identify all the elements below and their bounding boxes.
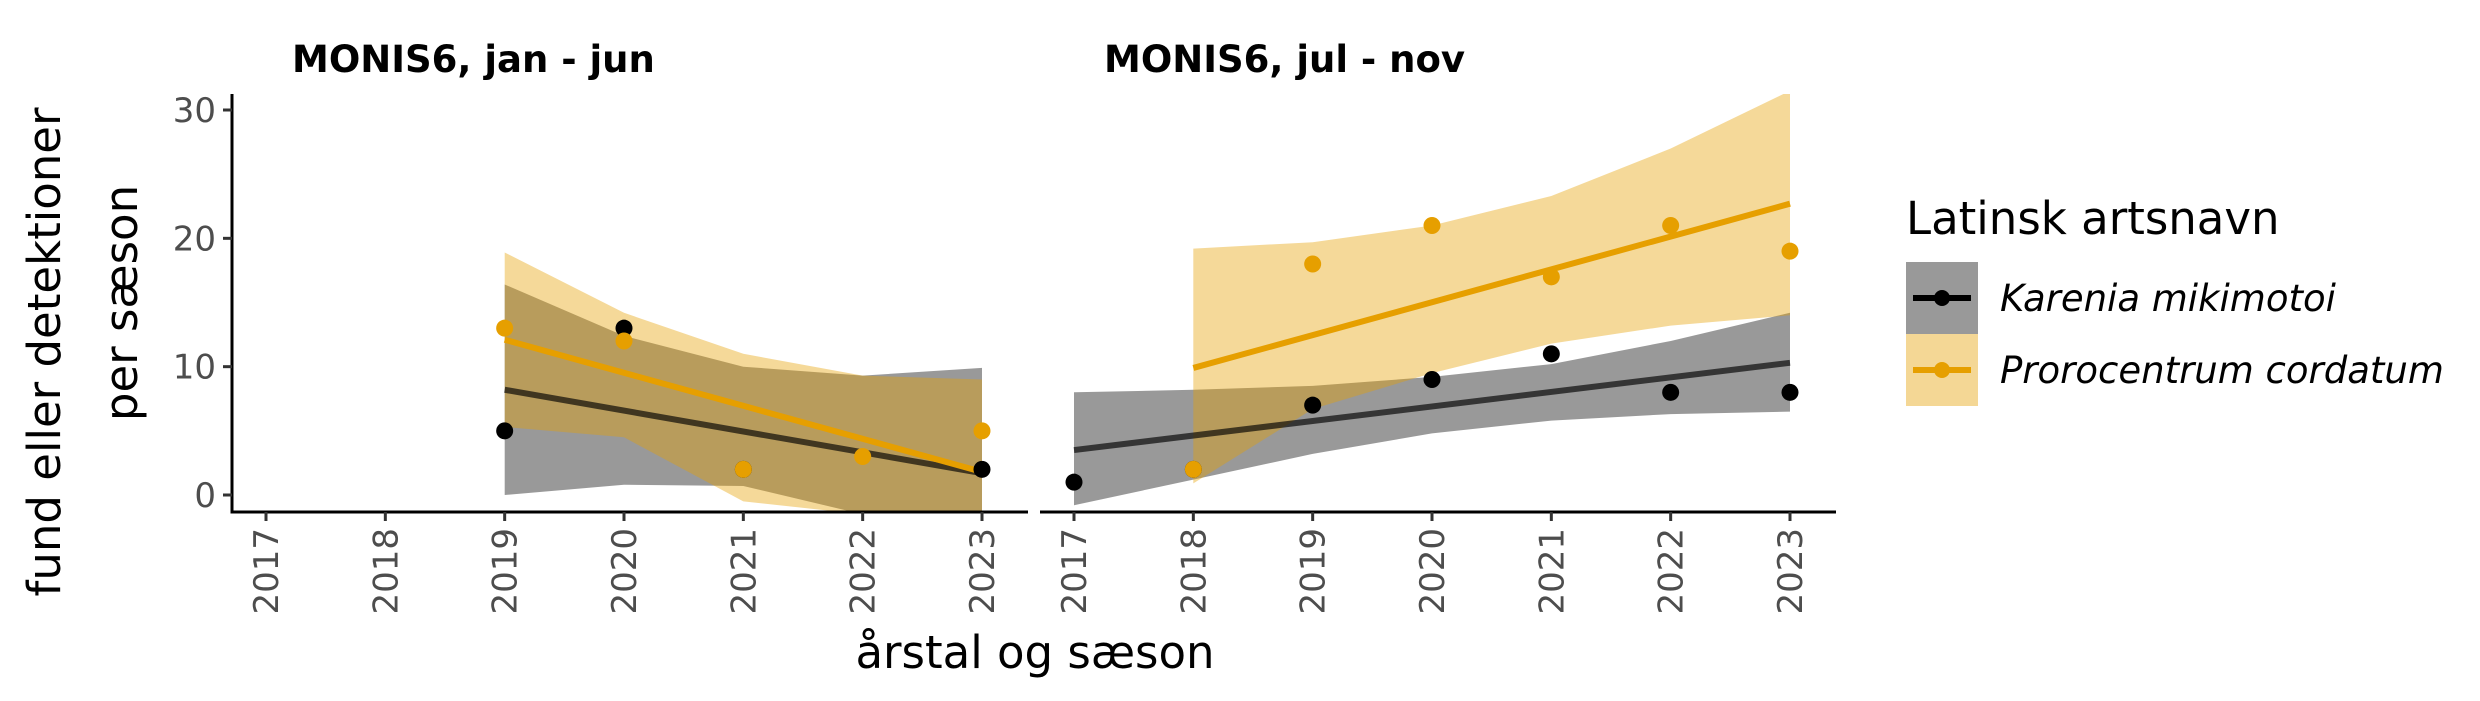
y-axis-title-line1: fund eller detektioner [18, 107, 71, 596]
legend-item-karenia: Karenia mikimotoi [1906, 262, 2337, 334]
data-point-prorocentrum-2023 [1781, 242, 1799, 260]
data-point-prorocentrum-2020 [615, 332, 633, 350]
panel-title-1: MONIS6, jan - jun [292, 38, 655, 81]
y-tick-label: 0 [194, 476, 216, 516]
data-point-karenia-2020 [615, 319, 633, 337]
x-tick-label: 2017 [1055, 528, 1095, 615]
x-tick-label: 2018 [1174, 528, 1214, 615]
x-tick-label: 2017 [247, 528, 287, 615]
x-tick-label: 2023 [963, 528, 1003, 615]
panel-1-plot [496, 252, 991, 512]
x-tick-label: 2019 [486, 528, 526, 615]
data-point-prorocentrum-2019 [1304, 255, 1322, 273]
data-point-karenia-2020 [1423, 371, 1441, 388]
data-point-prorocentrum-2021 [734, 460, 752, 478]
data-point-prorocentrum-2018 [1184, 460, 1202, 478]
y-tick-label: 30 [173, 91, 216, 131]
data-point-prorocentrum-2021 [1542, 268, 1560, 286]
legend-item-prorocentrum: Prorocentrum cordatum [1906, 334, 2444, 406]
x-tick-label: 2021 [724, 528, 764, 615]
y-axis-ticks: 0 10 20 30 [173, 91, 232, 516]
y-axis-title-line2: per sæson [95, 185, 148, 421]
trend-line-prorocentrum-panel1 [503, 336, 983, 475]
data-point-prorocentrum-2019 [496, 319, 514, 337]
data-point-karenia-2021 [1542, 345, 1560, 363]
x-tick-label: 2020 [605, 528, 645, 615]
trend-line-karenia-panel2 [1073, 359, 1791, 454]
x-tick-label: 2018 [366, 528, 406, 615]
data-point-karenia-2017 [1065, 473, 1083, 491]
data-point-karenia-2019 [1304, 396, 1322, 414]
data-point-karenia-2023 [973, 460, 991, 478]
data-point-prorocentrum-2020 [1423, 217, 1441, 234]
x-axis-ticks: 2017 2018 2019 2020 2021 2022 2023 2017 2018 2019… [247, 512, 1811, 615]
y-tick-label: 20 [173, 219, 216, 259]
legend-label-karenia: Karenia mikimotoi [2000, 277, 2337, 320]
x-tick-label: 2020 [1413, 528, 1453, 615]
legend-key-karenia-point [1934, 290, 1950, 306]
x-tick-label: 2019 [1294, 528, 1334, 615]
x-tick-label: 2021 [1532, 528, 1572, 615]
trend-line-prorocentrum-panel2 [1192, 200, 1791, 371]
data-point-karenia-2019 [496, 422, 514, 440]
trend-line-karenia-panel1 [504, 386, 983, 477]
data-point-karenia-2022 [1662, 383, 1680, 401]
x-axis-title: årstal og sæson [855, 626, 1214, 679]
x-tick-label: 2023 [1771, 528, 1811, 615]
confidence-band-prorocentrum-panel1 [504, 252, 982, 512]
data-point-karenia-2023 [1781, 383, 1799, 401]
data-point-prorocentrum-2023 [973, 422, 991, 440]
panel-title-2: MONIS6, jul - nov [1104, 38, 1465, 81]
x-tick-label: 2022 [844, 528, 884, 615]
legend-label-prorocentrum: Prorocentrum cordatum [2000, 349, 2444, 392]
legend-key-prorocentrum-point [1934, 362, 1950, 378]
data-point-prorocentrum-2022 [1662, 217, 1680, 234]
panel-2-plot [1065, 94, 1799, 506]
x-tick-label: 2022 [1652, 528, 1692, 615]
data-point-prorocentrum-2022 [854, 448, 872, 465]
axes [230, 94, 1836, 514]
y-tick-label: 10 [173, 348, 216, 388]
legend: Latinsk artsnavn Karenia mikimotoi Proro… [1906, 192, 2444, 406]
legend-title: Latinsk artsnavn [1906, 192, 2280, 245]
